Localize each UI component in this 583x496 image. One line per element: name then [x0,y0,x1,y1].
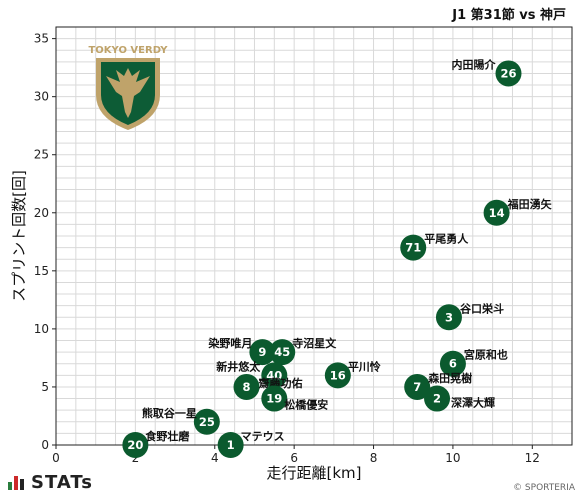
point-marker [269,339,296,366]
point-number: 20 [127,438,143,452]
y-tick-label: 20 [34,206,49,220]
point-label: 松橋優安 [284,398,328,412]
data-point: 8 齋藤功佑 [233,373,303,400]
point-marker [217,432,244,458]
point-label: 福田湧矢 [507,197,553,211]
point-number: 2 [433,392,441,406]
y-axis-label: スプリント回数[回] [10,170,28,302]
point-number: 25 [199,415,215,429]
point-marker [400,234,427,261]
stats-logo: STATs [8,472,93,495]
stats-brand: STATs [31,472,93,493]
y-tick-label: 30 [34,90,49,104]
y-tick-label: 35 [34,32,49,46]
point-label: 深澤大輝 [451,396,495,410]
chart-title: J1 第31節 vs 神戸 [451,7,566,23]
data-point: 19 松橋優安 [261,385,328,412]
point-marker [261,385,288,412]
point-label: 食野壮磨 [145,429,190,443]
point-number: 19 [266,392,282,406]
point-number: 71 [405,241,421,255]
axis-ticks: 02468101205101520253035 [34,32,540,465]
point-label: 熊取谷一星 [142,406,197,420]
point-label: 寺沼星文 [292,336,337,350]
x-tick-label: 6 [290,451,298,465]
point-number: 1 [227,438,235,452]
point-label: 新井悠太 [216,359,261,373]
point-number: 45 [274,345,290,359]
point-number: 3 [445,310,453,324]
y-tick-label: 15 [34,264,49,278]
point-label: 染野唯月 [208,336,252,350]
point-marker [249,339,276,366]
x-tick-label: 8 [370,451,378,465]
point-label: マテウス [241,430,285,443]
point-marker [193,408,220,435]
copyright: © SPORTERIA [513,483,575,493]
team-logo-wordmark: TOKYO VERDY [88,45,168,56]
x-axis-label: 走行距離[km] [266,464,361,482]
x-tick-label: 12 [525,451,540,465]
point-marker [261,362,288,389]
point-label: 内田陽介 [451,57,496,71]
data-point: 26 内田陽介 [451,57,522,87]
plot-frame [55,26,573,446]
point-number: 14 [489,206,505,220]
y-tick-label: 0 [41,438,49,452]
point-marker [483,199,510,226]
point-marker [233,373,260,400]
point-marker [404,373,431,400]
point-label: 平尾勇人 [424,232,469,246]
point-label: 齋藤功佑 [258,376,303,390]
x-tick-label: 10 [445,451,460,465]
point-number: 9 [258,345,266,359]
point-number: 6 [449,357,457,371]
data-point: 7 森田晃樹 [404,371,472,400]
point-marker [424,385,451,412]
x-tick-label: 0 [52,451,60,465]
point-marker [324,362,351,389]
data-point: 40 新井悠太 [216,359,288,389]
point-number: 26 [500,66,516,80]
point-label: 宮原和也 [464,348,508,362]
y-tick-label: 10 [34,322,49,336]
data-point: 9 染野唯月 [208,336,276,366]
point-marker [435,304,462,331]
point-marker [122,432,149,458]
point-number: 40 [266,368,282,382]
point-number: 7 [413,380,421,394]
point-marker [495,60,522,87]
point-number: 16 [330,368,346,382]
y-tick-label: 25 [34,148,49,162]
point-label: 森田晃樹 [428,371,472,385]
point-label: 平川怜 [348,359,381,373]
point-label: 谷口栄斗 [460,301,504,315]
y-tick-label: 5 [41,380,49,394]
point-number: 8 [243,380,251,394]
team-logo-icon: TOKYO VERDY [88,45,168,130]
data-point: 3 谷口栄斗 [435,301,504,331]
point-marker [439,350,466,377]
stats-bars-icon [8,474,26,495]
data-point: 6 宮原和也 [439,348,508,377]
data-point: 2 深澤大輝 [424,385,495,412]
data-point: 1 マテウス [217,430,285,458]
x-tick-label: 4 [211,451,219,465]
